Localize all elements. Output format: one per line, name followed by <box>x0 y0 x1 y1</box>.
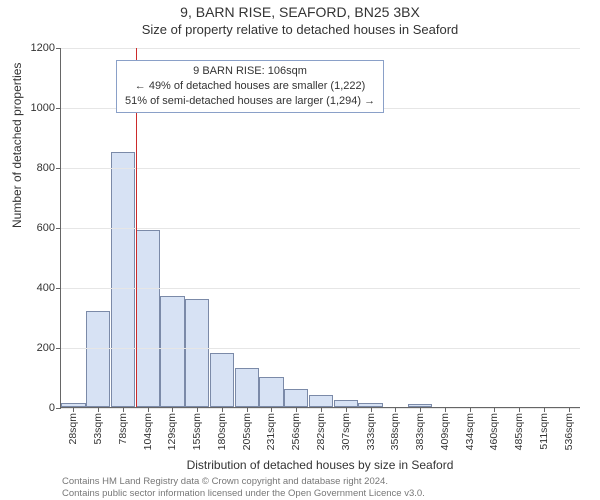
x-tick-mark <box>197 407 198 412</box>
x-tick-label: 205sqm <box>241 413 253 450</box>
y-tick-label: 200 <box>37 342 55 354</box>
x-tick-label: 460sqm <box>488 413 500 450</box>
x-tick-label: 409sqm <box>439 413 451 450</box>
x-tick-mark <box>172 407 173 412</box>
x-tick-label: 536sqm <box>563 413 575 450</box>
x-tick-label: 282sqm <box>315 413 327 450</box>
x-tick-mark <box>544 407 545 412</box>
x-tick-label: 129sqm <box>166 413 178 450</box>
x-tick-label: 256sqm <box>290 413 302 450</box>
y-tick-label: 600 <box>37 222 55 234</box>
histogram-bar <box>210 353 234 407</box>
x-tick-mark <box>519 407 520 412</box>
x-tick-label: 78sqm <box>117 413 129 445</box>
x-tick-label: 485sqm <box>513 413 525 450</box>
x-tick-label: 511sqm <box>538 413 550 450</box>
x-tick-mark <box>98 407 99 412</box>
x-tick-label: 358sqm <box>389 413 401 450</box>
histogram-bar <box>284 389 308 407</box>
histogram-bar <box>235 368 259 407</box>
footer-copyright-2: Contains public sector information licen… <box>62 488 425 499</box>
annotation-box: 9 BARN RISE: 106sqm← 49% of detached hou… <box>116 60 384 113</box>
histogram-bar <box>185 299 209 407</box>
histogram-bar <box>136 230 160 407</box>
y-tick-mark <box>56 108 61 109</box>
x-tick-label: 28sqm <box>67 413 79 445</box>
gridline <box>61 228 580 229</box>
annotation-line-2: ← 49% of detached houses are smaller (1,… <box>125 79 375 94</box>
x-tick-mark <box>123 407 124 412</box>
x-tick-mark <box>73 407 74 412</box>
x-tick-label: 333sqm <box>365 413 377 450</box>
chart-title-main: 9, BARN RISE, SEAFORD, BN25 3BX <box>0 4 600 20</box>
chart-container: 9, BARN RISE, SEAFORD, BN25 3BX Size of … <box>0 0 600 500</box>
x-tick-label: 434sqm <box>464 413 476 450</box>
x-tick-label: 180sqm <box>216 413 228 450</box>
x-tick-mark <box>247 407 248 412</box>
x-tick-mark <box>222 407 223 412</box>
x-tick-mark <box>445 407 446 412</box>
x-tick-mark <box>470 407 471 412</box>
histogram-bar <box>86 311 110 407</box>
x-tick-mark <box>148 407 149 412</box>
gridline <box>61 48 580 49</box>
y-tick-label: 800 <box>37 162 55 174</box>
y-tick-label: 0 <box>49 402 55 414</box>
plot-area: 02004006008001000120028sqm53sqm78sqm104s… <box>60 48 580 408</box>
gridline <box>61 348 580 349</box>
histogram-bar <box>111 152 135 407</box>
y-axis-label: Number of detached properties <box>10 63 24 228</box>
y-tick-mark <box>56 288 61 289</box>
y-tick-mark <box>56 408 61 409</box>
x-axis-label: Distribution of detached houses by size … <box>60 458 580 472</box>
y-tick-mark <box>56 48 61 49</box>
x-tick-mark <box>420 407 421 412</box>
gridline <box>61 168 580 169</box>
y-tick-label: 1000 <box>31 102 55 114</box>
annotation-line-3: 51% of semi-detached houses are larger (… <box>125 94 375 109</box>
x-tick-label: 104sqm <box>142 413 154 450</box>
x-tick-mark <box>271 407 272 412</box>
y-tick-label: 1200 <box>31 42 55 54</box>
annotation-line-1: 9 BARN RISE: 106sqm <box>125 64 375 79</box>
histogram-bar <box>259 377 283 407</box>
x-tick-label: 231sqm <box>265 413 277 450</box>
x-tick-label: 383sqm <box>414 413 426 450</box>
x-tick-mark <box>395 407 396 412</box>
x-tick-mark <box>296 407 297 412</box>
y-tick-label: 400 <box>37 282 55 294</box>
x-tick-mark <box>494 407 495 412</box>
y-tick-mark <box>56 348 61 349</box>
x-tick-label: 307sqm <box>340 413 352 450</box>
x-tick-label: 53sqm <box>92 413 104 445</box>
chart-title-sub: Size of property relative to detached ho… <box>0 22 600 37</box>
x-tick-mark <box>569 407 570 412</box>
y-tick-mark <box>56 228 61 229</box>
histogram-bar <box>334 400 358 408</box>
histogram-bar <box>309 395 333 407</box>
x-tick-mark <box>371 407 372 412</box>
histogram-bar <box>160 296 184 407</box>
x-tick-label: 155sqm <box>191 413 203 450</box>
x-tick-mark <box>321 407 322 412</box>
x-tick-mark <box>346 407 347 412</box>
gridline <box>61 288 580 289</box>
y-tick-mark <box>56 168 61 169</box>
footer-copyright-1: Contains HM Land Registry data © Crown c… <box>62 476 388 487</box>
